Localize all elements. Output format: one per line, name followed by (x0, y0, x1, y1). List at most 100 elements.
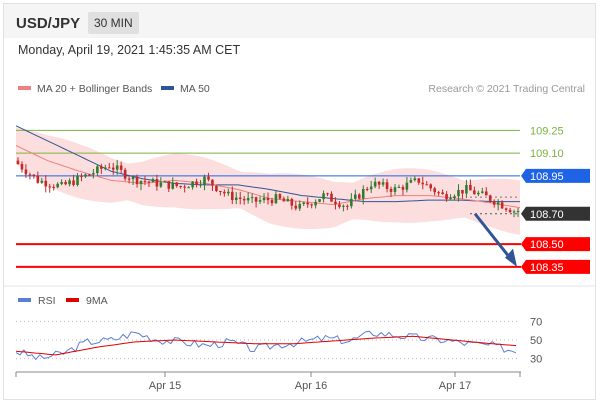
candle-body (254, 197, 258, 202)
candle-body (278, 194, 282, 199)
candle-body (44, 180, 48, 187)
candle-body (365, 188, 369, 190)
header-bar: USD/JPY 30 MIN (4, 4, 595, 38)
candle-body (111, 167, 115, 170)
copyright-label: Research © 2021 Trading Central (428, 83, 585, 95)
candle-body (417, 178, 421, 183)
candle-body (56, 183, 59, 188)
candle-body (469, 184, 472, 191)
candle-body (80, 175, 83, 177)
candle-body (457, 189, 460, 197)
candle-body (393, 187, 397, 192)
candle-body (88, 174, 91, 176)
candle-body (103, 167, 107, 169)
candle-body (123, 169, 127, 179)
ma9-legend-swatch (66, 298, 79, 302)
candle-body (250, 197, 254, 199)
rsi-legend-swatch (18, 298, 31, 302)
candle-body (369, 186, 373, 190)
candle-body (342, 205, 345, 207)
candle-body (139, 180, 143, 185)
price-tag-108.95 (521, 168, 590, 183)
candle-body (227, 191, 230, 194)
price-plot-area: 109.25 109.10 108.95 108.70 108.50 108.35 (15, 125, 590, 274)
candle-body (119, 165, 123, 170)
candle-body (449, 198, 452, 200)
ma20-legend-swatch (18, 86, 31, 90)
candle-body (179, 185, 182, 187)
candle-body (20, 164, 24, 170)
time-label-2: Apr 17 (439, 380, 471, 392)
candle-body (219, 191, 222, 193)
candle-body (429, 184, 433, 189)
candle-body (508, 209, 512, 213)
candle-body (373, 181, 377, 187)
candle-body (36, 175, 40, 183)
candle-body (441, 192, 444, 195)
candle-body (76, 175, 79, 185)
candle-body (310, 204, 313, 206)
candle-body (401, 186, 405, 190)
candle-body (488, 195, 492, 201)
candle-body (242, 198, 246, 201)
candle-body (135, 176, 139, 185)
candle-body (354, 194, 357, 199)
candle-body (397, 186, 401, 188)
candle-body (238, 197, 242, 199)
candle-body (72, 180, 75, 185)
candle-body (115, 165, 119, 170)
forecast-arrowhead (505, 248, 517, 267)
candle-body (191, 181, 194, 188)
ma50-legend-swatch (161, 86, 174, 90)
bollinger-band (16, 127, 520, 235)
candle-body (314, 201, 317, 206)
candle-body (270, 200, 274, 204)
candle-body (477, 192, 480, 195)
candle-body (290, 198, 294, 206)
candle-body (385, 182, 389, 189)
candle-body (187, 187, 190, 189)
symbol-label: USD/JPY (16, 15, 81, 32)
candle-body (171, 182, 175, 189)
candle-body (40, 180, 44, 183)
candle-body (421, 182, 425, 185)
candle-body (492, 200, 496, 205)
rsi-tick-70: 70 (530, 316, 542, 328)
forecast-arrow (473, 212, 513, 261)
candle-body (330, 193, 333, 202)
rsi-plot-area: 70 50 30 (15, 316, 542, 366)
ma20-legend-label: MA 20 + Bollinger Bands (37, 83, 152, 95)
time-label-1: Apr 16 (295, 380, 327, 392)
candle-body (504, 208, 508, 210)
candle-body (389, 188, 393, 192)
candle-body (473, 190, 476, 195)
candle-body (334, 201, 337, 205)
candle-body (32, 174, 36, 176)
timestamp: Monday, April 19, 2021 1:45:35 AM CET (18, 43, 241, 57)
candle-body (409, 180, 413, 183)
candle-body (445, 194, 448, 200)
candle-body (92, 173, 95, 175)
candle-body (28, 174, 32, 176)
candle-body (350, 198, 353, 207)
rsi-ma9-line (15, 335, 517, 356)
candle-body (405, 182, 409, 190)
candle-body (127, 178, 131, 180)
candle-body (147, 181, 151, 183)
candle-body (107, 167, 111, 169)
candle-body (52, 186, 56, 188)
candle-body (64, 182, 67, 185)
candle-body (143, 180, 147, 182)
price-tag-108.70 (521, 206, 590, 221)
candle-body (16, 160, 20, 165)
timeframe-badge[interactable]: 30 MIN (88, 12, 139, 34)
candle-body (262, 197, 266, 201)
level-label-108.50: 108.50 (530, 239, 564, 251)
time-label-0: Apr 15 (149, 380, 181, 392)
candle-body (195, 181, 198, 185)
ma50-legend-label: MA 50 (180, 83, 210, 95)
candle-body (230, 191, 234, 201)
candle-body (163, 181, 167, 183)
candle-body (484, 191, 488, 196)
level-label-108.70: 108.70 (530, 209, 564, 221)
